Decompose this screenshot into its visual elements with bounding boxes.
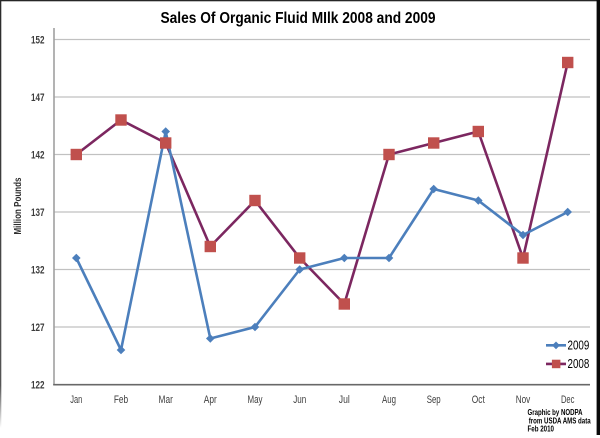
svg-text:122: 122 [31,380,45,392]
svg-text:Jan: Jan [70,394,82,406]
svg-text:from USDA AMS data: from USDA AMS data [529,416,591,425]
svg-text:Sep: Sep [427,394,441,406]
svg-text:127: 127 [31,322,45,334]
svg-text:May: May [248,394,263,406]
svg-text:147: 147 [31,92,45,104]
svg-text:Nov: Nov [516,394,531,406]
svg-text:Jun: Jun [293,394,306,406]
svg-text:Million Pounds: Million Pounds [13,177,24,234]
svg-text:Jul: Jul [339,394,350,406]
svg-text:Mar: Mar [159,394,174,406]
svg-text:132: 132 [31,265,45,277]
svg-text:Apr: Apr [204,394,217,406]
svg-text:Oct: Oct [472,394,485,406]
svg-text:Sales Of Organic Fluid MIlk 20: Sales Of Organic Fluid MIlk 2008 and 200… [161,10,436,27]
svg-text:Graphic by NODPA: Graphic by NODPA [528,408,583,417]
svg-text:Feb 2010: Feb 2010 [528,425,555,434]
svg-text:2008: 2008 [568,357,590,371]
svg-text:142: 142 [31,150,45,162]
svg-text:Dec: Dec [561,394,575,406]
svg-text:152: 152 [31,35,45,47]
svg-text:2009: 2009 [568,339,590,353]
svg-text:Feb: Feb [114,394,128,406]
svg-text:Aug: Aug [382,394,396,406]
svg-text:137: 137 [31,207,45,219]
